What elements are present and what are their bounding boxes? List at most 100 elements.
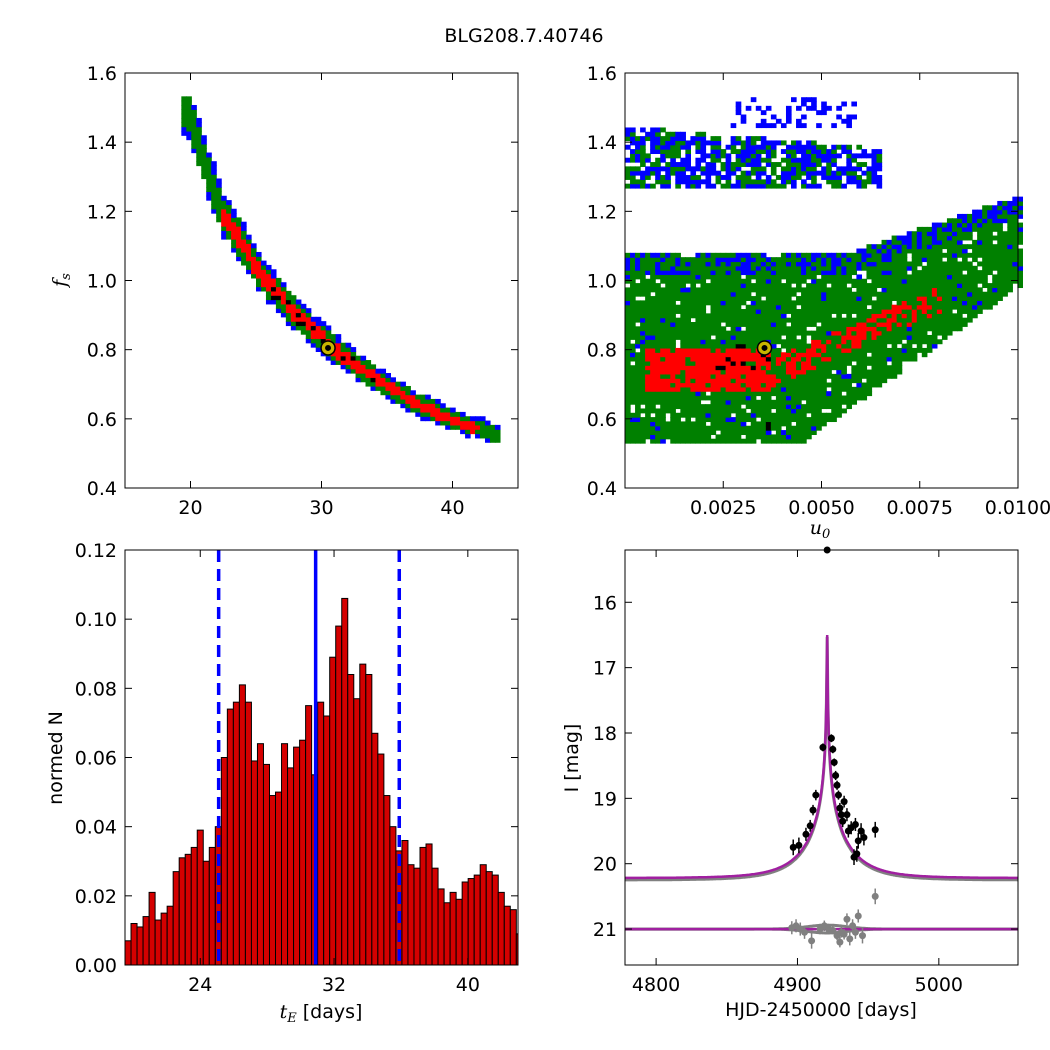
heatmap-cell [982, 218, 988, 224]
heatmap-cell [750, 270, 757, 276]
heatmap-cell [670, 322, 676, 327]
heatmap-cell [866, 261, 873, 267]
heatmap-cell [635, 270, 641, 276]
heatmap-cell [256, 286, 262, 292]
heatmap-cell [921, 231, 928, 237]
heatmap-cell [670, 347, 676, 353]
heatmap-cell [785, 144, 792, 150]
heatmap-cell [851, 399, 857, 405]
heatmap-cell [796, 278, 802, 284]
heatmap-cell [821, 373, 827, 379]
heatmap-cell [806, 153, 812, 159]
heatmap-cell [680, 317, 686, 323]
heatmap-cell [655, 175, 661, 180]
heatmap-cell [630, 369, 636, 375]
heatmap-cell [755, 365, 762, 371]
heatmap-cell [876, 334, 883, 340]
heatmap-cell [725, 274, 732, 280]
heatmap-cell [911, 261, 918, 267]
heatmap-cell [891, 287, 898, 293]
heatmap-cell [755, 386, 762, 392]
heatmap-cell [745, 438, 752, 444]
heatmap-cell [640, 352, 646, 358]
heatmap-cell [896, 270, 903, 276]
heatmap-cell [765, 386, 772, 392]
heatmap-cell [705, 382, 712, 388]
heatmap-cell [785, 149, 792, 155]
heatmap-cell [1017, 274, 1024, 280]
heatmap-cell [876, 248, 883, 254]
heatmap-cell [206, 191, 212, 197]
heatmap-cell [982, 209, 988, 215]
heatmap-cell [231, 243, 237, 249]
heatmap-cell [690, 170, 697, 176]
heatmap-cell [740, 360, 747, 366]
heatmap-cell [801, 179, 807, 185]
heatmap-cell [791, 170, 797, 176]
heatmap-cell [957, 252, 963, 258]
heatmap-cell [670, 270, 676, 276]
heatmap-cell [670, 386, 676, 392]
heatmap-cell [695, 408, 702, 414]
heatmap-cell [685, 421, 691, 427]
heatmap-cell [836, 347, 842, 353]
heatmap-cell [760, 425, 767, 431]
heatmap-cell [280, 295, 287, 301]
heatmap-cell [1017, 239, 1024, 245]
heatmap-cell [946, 283, 953, 289]
heatmap-cell [740, 313, 747, 319]
heatmap-cell [630, 322, 636, 327]
heatmap-cell [650, 322, 656, 327]
heatmap-cell [876, 322, 883, 327]
heatmap-cell [645, 326, 651, 332]
heatmap-cell [951, 296, 958, 301]
histogram-bar [244, 701, 252, 966]
heatmap-cell [780, 274, 787, 280]
heatmap-cell [265, 290, 272, 296]
heatmap-cell [801, 300, 807, 306]
heatmap-cell [987, 283, 993, 289]
heatmap-cell [300, 321, 307, 327]
heatmap-cell [811, 274, 817, 280]
heatmap-cell [796, 313, 802, 319]
heatmap-cell [780, 261, 787, 267]
heatmap-cell [705, 430, 712, 435]
heatmap-cell [891, 239, 898, 245]
heatmap-cell [740, 421, 747, 427]
heatmap-cell [735, 365, 742, 371]
heatmap-cell [710, 339, 717, 345]
heatmap-cell [695, 412, 702, 418]
heatmap-cell [715, 334, 722, 340]
heatmap-cell [730, 395, 737, 401]
heatmap-cell [780, 283, 787, 289]
heatmap-cell [811, 162, 817, 167]
heatmap-cell [866, 257, 873, 263]
heatmap-cell [231, 217, 237, 223]
heatmap-cell [946, 274, 953, 280]
heatmap-cell [1012, 218, 1018, 224]
heatmap-cell [665, 287, 671, 293]
heatmap-cell [700, 136, 707, 142]
histogram-bar [287, 767, 295, 966]
heatmap-cell [740, 356, 747, 362]
heatmap-cell [856, 326, 863, 332]
heatmap-cell [836, 183, 842, 189]
heatmap-cell [941, 270, 948, 276]
heatmap-cell [755, 421, 762, 427]
heatmap-cell [700, 395, 707, 401]
heatmap-cell [926, 248, 933, 254]
heatmap-cell [876, 382, 883, 388]
heatmap-cell [906, 278, 913, 284]
heatmap-cell [715, 261, 722, 267]
heatmap-cell [831, 265, 837, 271]
heatmap-cell [650, 360, 656, 366]
heatmap-cell [650, 166, 656, 172]
heatmap-cell [876, 166, 883, 172]
histogram-bar [250, 760, 258, 966]
heatmap-cell [735, 300, 742, 306]
heatmap-cell [635, 360, 641, 366]
heatmap-cell [625, 287, 631, 293]
heatmap-cell [715, 270, 722, 276]
heatmap-cell [725, 369, 732, 375]
histogram-bar [202, 860, 210, 966]
